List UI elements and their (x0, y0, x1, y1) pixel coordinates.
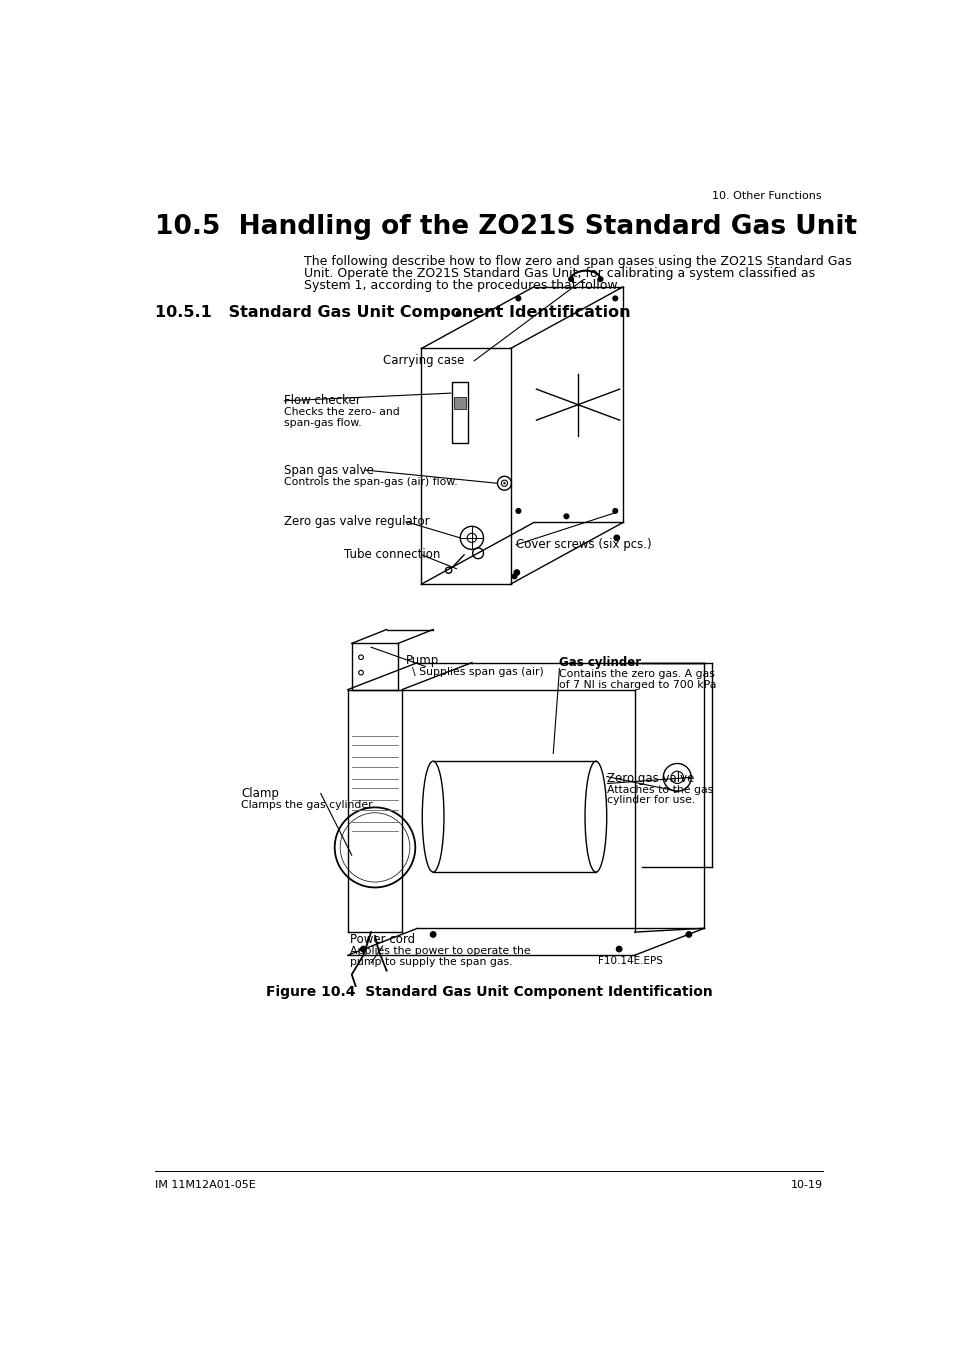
Circle shape (563, 513, 568, 519)
Text: Controls the span-gas (air) flow.: Controls the span-gas (air) flow. (284, 477, 457, 486)
Text: 10. Other Functions: 10. Other Functions (711, 192, 821, 201)
Text: Zero gas valve: Zero gas valve (607, 771, 694, 785)
Text: span-gas flow.: span-gas flow. (284, 419, 361, 428)
Text: \ Supplies span gas (air): \ Supplies span gas (air) (412, 667, 543, 677)
Text: Checks the zero- and: Checks the zero- and (284, 408, 399, 417)
Circle shape (516, 296, 520, 301)
Text: Tube connection: Tube connection (344, 549, 440, 561)
Circle shape (614, 535, 618, 540)
Circle shape (503, 482, 505, 485)
Circle shape (516, 508, 520, 513)
Circle shape (685, 932, 691, 938)
Text: Clamps the gas cylinder.: Clamps the gas cylinder. (241, 800, 375, 811)
Text: of 7 Nl is charged to 700 kPa: of 7 Nl is charged to 700 kPa (558, 680, 716, 690)
Text: IM 11M12A01-05E: IM 11M12A01-05E (154, 1179, 255, 1190)
Circle shape (514, 570, 519, 576)
Text: Power cord: Power cord (350, 934, 415, 946)
Circle shape (456, 312, 460, 316)
Bar (452, 381, 468, 443)
Text: Zero gas valve regulator: Zero gas valve regulator (284, 515, 430, 528)
Text: pump to supply the span gas.: pump to supply the span gas. (350, 957, 512, 967)
Circle shape (568, 277, 573, 281)
Text: The following describe how to flow zero and span gases using the ZO21S Standard : The following describe how to flow zero … (303, 254, 851, 267)
Text: Attaches to the gas: Attaches to the gas (607, 785, 713, 794)
Text: Span gas valve: Span gas valve (284, 463, 374, 477)
Text: Pump: Pump (406, 654, 438, 667)
Circle shape (512, 574, 517, 578)
Text: 10.5  Handling of the ZO21S Standard Gas Unit: 10.5 Handling of the ZO21S Standard Gas … (154, 215, 856, 240)
Text: Contains the zero gas. A gas: Contains the zero gas. A gas (558, 669, 715, 680)
Circle shape (360, 946, 366, 951)
Text: Applies the power to operate the: Applies the power to operate the (350, 946, 530, 957)
Text: Cover screws (six pcs.): Cover screws (six pcs.) (516, 538, 651, 551)
Text: Carrying case: Carrying case (382, 354, 464, 367)
Text: Figure 10.4  Standard Gas Unit Component Identification: Figure 10.4 Standard Gas Unit Component … (265, 985, 712, 1000)
Text: Gas cylinder: Gas cylinder (558, 657, 641, 669)
Text: Flow checker: Flow checker (284, 394, 360, 407)
Bar (454, 397, 466, 408)
Text: F10.14E.EPS: F10.14E.EPS (598, 957, 662, 966)
Circle shape (598, 277, 602, 281)
Circle shape (612, 508, 617, 513)
Text: System 1, according to the procedures that follow.: System 1, according to the procedures th… (303, 280, 619, 292)
Text: cylinder for use.: cylinder for use. (607, 796, 695, 805)
Text: Unit. Operate the ZO21S Standard Gas Unit, for calibrating a system classified a: Unit. Operate the ZO21S Standard Gas Uni… (303, 267, 814, 280)
Circle shape (430, 932, 436, 938)
Text: 10-19: 10-19 (790, 1179, 822, 1190)
Text: 10.5.1   Standard Gas Unit Component Identification: 10.5.1 Standard Gas Unit Component Ident… (154, 304, 630, 320)
Circle shape (612, 296, 617, 301)
Circle shape (616, 946, 621, 951)
Text: Clamp: Clamp (241, 788, 278, 800)
